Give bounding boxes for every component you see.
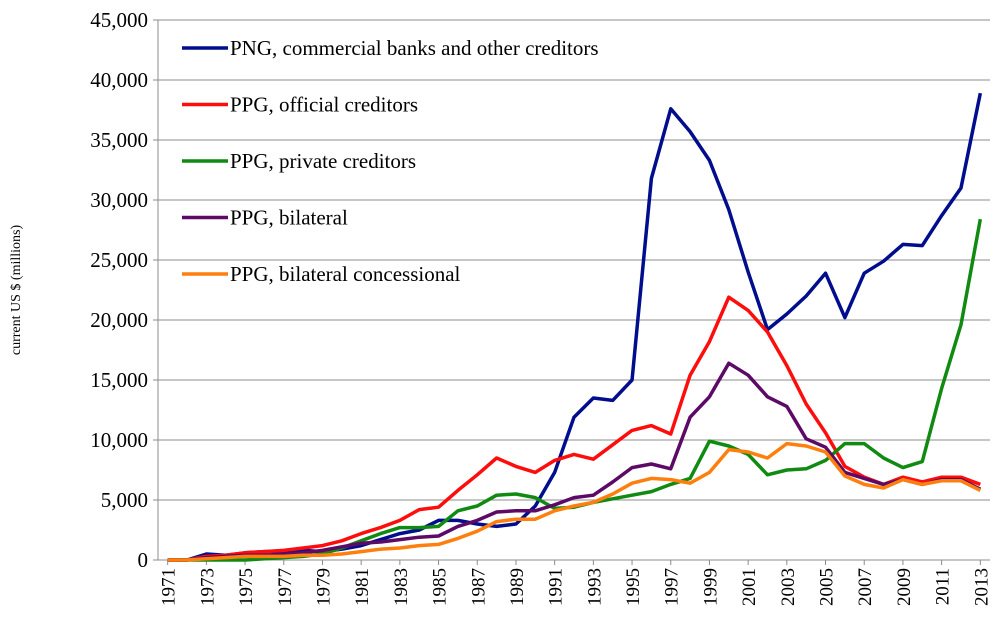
y-tick-label: 35,000 bbox=[90, 128, 148, 152]
legend-label: PNG, commercial banks and other creditor… bbox=[230, 36, 599, 60]
y-tick-label: 15,000 bbox=[90, 368, 148, 392]
y-tick-label: 20,000 bbox=[90, 308, 148, 332]
x-tick-label: 2011 bbox=[933, 568, 954, 605]
x-tick-label: 2003 bbox=[778, 568, 799, 606]
x-tick-label: 1997 bbox=[662, 568, 683, 606]
y-tick-label: 10,000 bbox=[90, 428, 148, 452]
x-tick-label: 1983 bbox=[391, 568, 412, 606]
x-tick-label: 2009 bbox=[894, 568, 915, 606]
x-tick-label: 1979 bbox=[313, 568, 334, 606]
x-tick-label: 1989 bbox=[507, 568, 528, 606]
y-tick-label: 0 bbox=[138, 548, 149, 572]
x-tick-label: 2001 bbox=[739, 568, 760, 606]
x-tick-label: 1971 bbox=[159, 568, 180, 606]
legend-label: PPG, bilateral bbox=[230, 206, 348, 230]
x-tick-label: 1977 bbox=[275, 568, 296, 606]
x-tick-label: 2005 bbox=[817, 568, 838, 606]
x-tick-label: 1975 bbox=[236, 568, 257, 606]
x-tick-label: 2013 bbox=[971, 568, 992, 606]
y-tick-label: 45,000 bbox=[90, 8, 148, 32]
series-line bbox=[167, 441, 982, 562]
series-line bbox=[167, 92, 983, 562]
x-tick-label: 1995 bbox=[623, 568, 644, 606]
x-tick-label: 1987 bbox=[468, 568, 489, 606]
x-tick-label: 1993 bbox=[584, 568, 605, 606]
x-tick-label: 1973 bbox=[197, 568, 218, 606]
x-tick-label: 2007 bbox=[855, 568, 876, 606]
legend-label: PPG, bilateral concessional bbox=[230, 262, 461, 286]
x-tick-label: 1991 bbox=[546, 568, 567, 606]
x-tick-label: 1981 bbox=[352, 568, 373, 606]
series-line bbox=[167, 361, 982, 562]
x-tick-label: 1985 bbox=[430, 568, 451, 606]
legend-label: PPG, private creditors bbox=[230, 149, 416, 173]
series-line bbox=[167, 295, 981, 562]
y-tick-label: 40,000 bbox=[90, 68, 148, 92]
y-axis-label: current US $ (millions) bbox=[9, 225, 24, 356]
y-tick-label: 25,000 bbox=[90, 248, 148, 272]
y-tick-label: 5,000 bbox=[101, 488, 148, 512]
legend-label: PPG, official creditors bbox=[230, 93, 418, 117]
x-tick-label: 1999 bbox=[700, 568, 721, 606]
y-tick-label: 30,000 bbox=[90, 188, 148, 212]
